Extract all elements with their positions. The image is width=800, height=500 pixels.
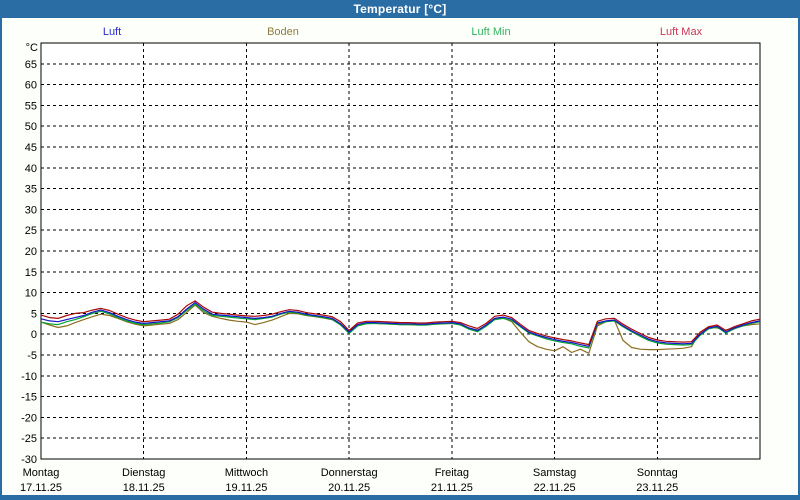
y-tick-label: -25	[21, 433, 37, 445]
window-frame-bottom	[0, 495, 800, 500]
series-luft-max	[40, 300, 761, 346]
y-tick-label: 60	[25, 80, 37, 92]
y-tick-label: 65	[25, 59, 37, 71]
y-tick-label: 45	[25, 142, 37, 154]
y-tick-label: -5	[27, 350, 37, 362]
y-tick-label: -30	[21, 454, 37, 466]
series-luft-min	[40, 303, 761, 349]
x-date-label: 23.11.25	[636, 482, 678, 494]
y-axis-unit: °C	[26, 42, 38, 54]
y-tick-label: 20	[25, 246, 37, 258]
x-date-label: 21.11.25	[431, 482, 473, 494]
series-luft	[40, 302, 761, 347]
y-tick-label: 40	[25, 163, 37, 175]
legend-boden: Boden	[267, 26, 299, 38]
y-tick-label: 10	[25, 288, 37, 300]
x-day-label: Sonntag	[637, 467, 678, 479]
window-title: Temperatur [°C]	[353, 2, 447, 16]
x-day-label: Dienstag	[122, 467, 165, 479]
y-tick-label: -20	[21, 412, 37, 424]
y-tick-label: 35	[25, 184, 37, 196]
y-tick-label: 5	[31, 308, 37, 320]
y-tick-label: -10	[21, 371, 37, 383]
x-date-label: 17.11.25	[20, 482, 62, 494]
y-tick-label: 25	[25, 225, 37, 237]
window-frame-right	[798, 18, 800, 500]
window-titlebar[interactable]: Temperatur [°C]	[0, 0, 800, 18]
x-day-label: Mittwoch	[225, 467, 268, 479]
window-frame-left	[0, 18, 2, 500]
plot-svg: 65605550454035302520151050-5-10-15-20-25…	[20, 42, 761, 494]
y-tick-label: 0	[31, 329, 37, 341]
y-tick-label: 50	[25, 121, 37, 133]
y-tick-label: 30	[25, 204, 37, 216]
legend-luft-min: Luft Min	[471, 26, 511, 38]
y-tick-label: 15	[25, 267, 37, 279]
x-date-label: 20.11.25	[328, 482, 370, 494]
x-date-label: 18.11.25	[123, 482, 165, 494]
y-tick-label: 55	[25, 100, 37, 112]
x-day-label: Samstag	[533, 467, 576, 479]
legend-luft-max: Luft Max	[659, 26, 703, 38]
y-tick-label: -15	[21, 392, 37, 404]
plot-area	[40, 42, 761, 460]
chart-body: Luft Boden Luft Min Luft Max 65 60 55 50 45 4…	[2, 18, 798, 495]
x-date-label: 22.11.25	[534, 482, 576, 494]
x-day-label: Montag	[23, 467, 60, 479]
x-date-label: 19.11.25	[225, 482, 267, 494]
x-day-label: Freitag	[435, 467, 469, 479]
x-day-label: Donnerstag	[321, 467, 378, 479]
legend-luft: Luft	[102, 26, 122, 38]
